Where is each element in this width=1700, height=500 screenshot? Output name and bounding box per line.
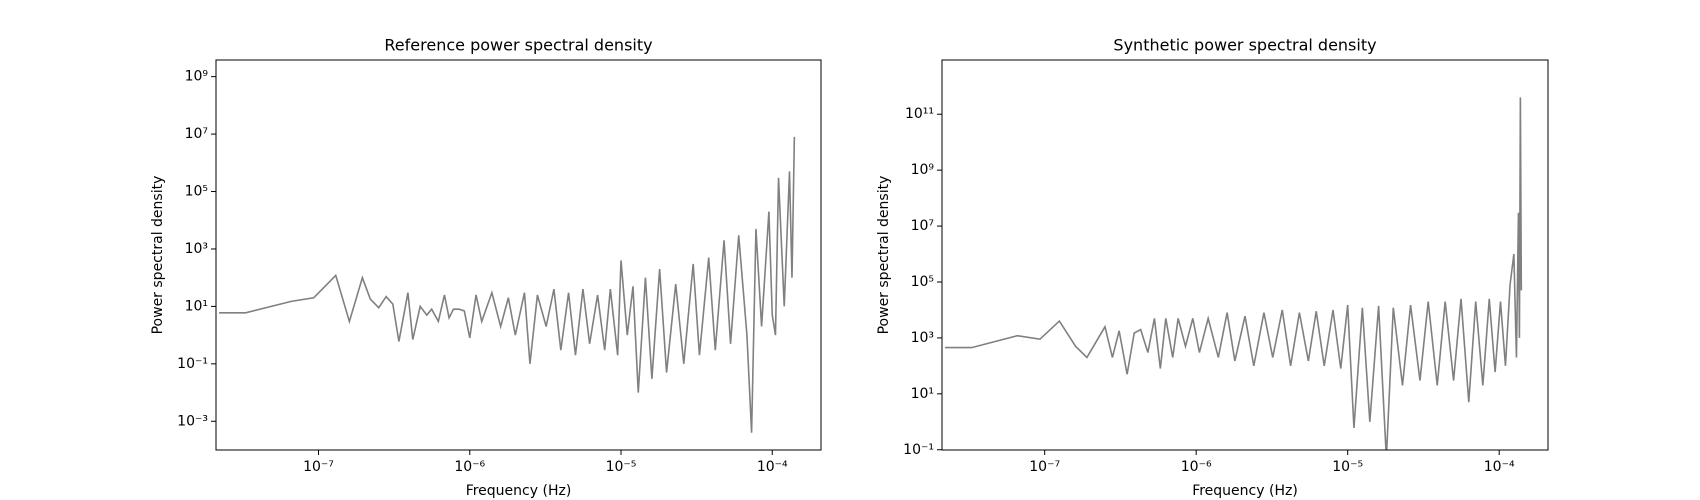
y-axis-label: Power spectral density <box>876 176 892 335</box>
axes-frame <box>941 59 1549 451</box>
y-tick-label: 10⁷ <box>911 218 934 234</box>
x-axis-label: Frequency (Hz) <box>1192 483 1298 499</box>
x-tick-label: 10⁻⁴ <box>1484 459 1515 475</box>
y-tick-label: 10¹ <box>185 298 208 314</box>
y-tick-label: 10⁻³ <box>177 413 208 429</box>
chart-title: Reference power spectral density <box>384 36 652 55</box>
y-tick-label: 10⁹ <box>911 162 935 178</box>
y-axis-label: Power spectral density <box>150 176 166 335</box>
psd-line <box>219 136 796 433</box>
x-tick-label: 10⁻⁷ <box>303 459 334 475</box>
psd-line <box>945 97 1523 450</box>
y-tick-label: 10³ <box>911 330 934 346</box>
y-tick-label: 10⁻¹ <box>177 356 208 372</box>
y-tick-label: 10¹ <box>911 386 934 402</box>
x-tick-label: 10⁻⁵ <box>606 459 637 475</box>
x-tick-label: 10⁻⁷ <box>1029 459 1060 475</box>
y-tick-label: 10⁵ <box>185 184 208 200</box>
y-tick-label: 10⁵ <box>911 274 934 290</box>
x-tick-label: 10⁻⁴ <box>757 459 788 475</box>
y-tick-label: 10¹¹ <box>905 106 934 122</box>
x-tick-label: 10⁻⁵ <box>1332 459 1363 475</box>
x-tick-label: 10⁻⁶ <box>1181 459 1212 475</box>
x-axis-label: Frequency (Hz) <box>466 483 572 499</box>
chart-title: Synthetic power spectral density <box>1113 36 1376 55</box>
y-tick-label: 10⁻¹ <box>903 442 934 458</box>
axes-frame <box>215 59 822 451</box>
x-tick-label: 10⁻⁶ <box>454 459 485 475</box>
y-tick-label: 10³ <box>185 241 208 257</box>
y-tick-label: 10⁷ <box>185 126 208 142</box>
y-tick-label: 10⁹ <box>185 69 209 85</box>
